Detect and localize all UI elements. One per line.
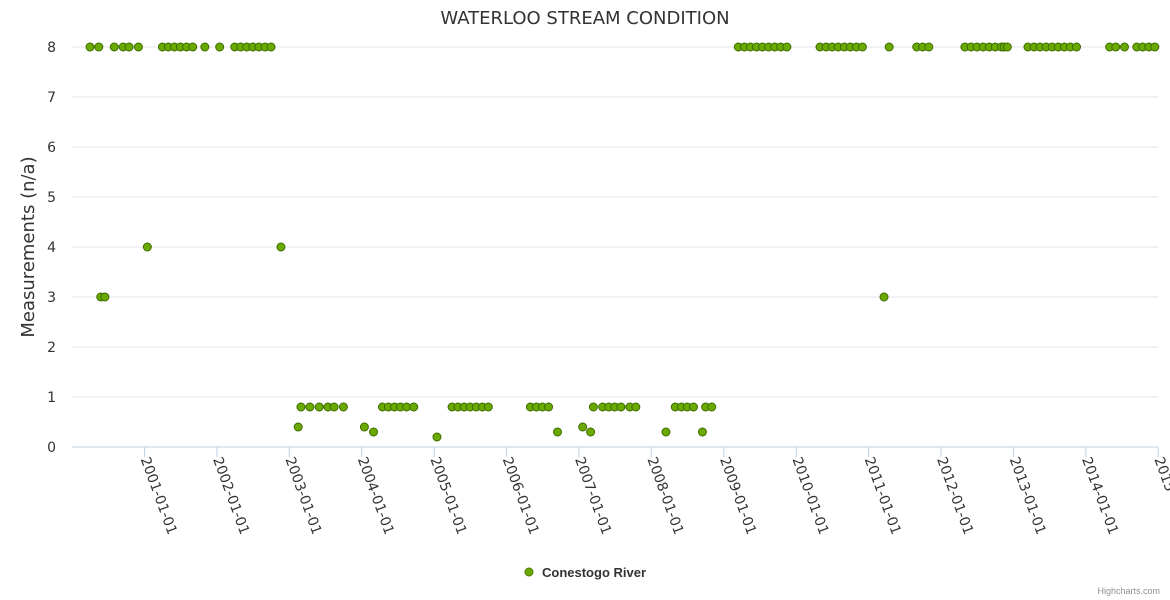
credits-link[interactable]: Highcharts.com <box>1097 586 1160 596</box>
chart-title: WATERLOO STREAM CONDITION <box>440 8 729 29</box>
data-point[interactable] <box>631 402 641 412</box>
y-tick-label: 3 <box>47 290 56 306</box>
data-point[interactable] <box>1119 42 1129 52</box>
x-tick-label: 2013-01-01 <box>1006 455 1049 537</box>
x-tick-label: 2011-01-01 <box>861 455 904 537</box>
data-point[interactable] <box>553 427 563 437</box>
data-point[interactable] <box>276 242 286 252</box>
y-tick-label: 2 <box>47 340 56 356</box>
data-point[interactable] <box>85 42 95 52</box>
x-tick-label: 2007-01-01 <box>571 455 614 537</box>
x-tick-label: 2006-01-01 <box>499 455 542 537</box>
data-point[interactable] <box>94 42 104 52</box>
data-point[interactable] <box>924 42 934 52</box>
data-point[interactable] <box>305 402 315 412</box>
x-tick-label: 2003-01-01 <box>282 455 325 537</box>
data-point[interactable] <box>884 42 894 52</box>
data-point[interactable] <box>616 402 626 412</box>
data-point[interactable] <box>697 427 707 437</box>
legend[interactable]: Conestogo River <box>524 565 646 580</box>
data-point[interactable] <box>1150 42 1160 52</box>
data-point[interactable] <box>409 402 419 412</box>
data-point[interactable] <box>109 42 119 52</box>
series-conestogo-river[interactable] <box>85 42 1160 442</box>
legend-marker[interactable] <box>524 567 534 577</box>
x-axis: 2001-01-01 2002-01-01 2003-01-01 2004-01-01… <box>72 446 1170 537</box>
data-point[interactable] <box>1111 42 1121 52</box>
data-point[interactable] <box>483 402 493 412</box>
y-tick-label: 4 <box>47 240 56 256</box>
y-axis-ticks: 0 1 2 3 4 5 6 7 8 <box>47 40 56 456</box>
data-point[interactable] <box>359 422 369 432</box>
x-tick-label: 2001-01-01 <box>137 455 180 537</box>
x-tick-label: 2008-01-01 <box>644 455 687 537</box>
data-point[interactable] <box>1002 42 1012 52</box>
data-point[interactable] <box>689 402 699 412</box>
data-point[interactable] <box>661 427 671 437</box>
x-tick-label: 2004-01-01 <box>354 455 397 537</box>
y-axis-label: Measurements (n/a) <box>18 156 39 337</box>
data-point[interactable] <box>857 42 867 52</box>
y-tick-label: 0 <box>47 440 56 456</box>
data-point[interactable] <box>338 402 348 412</box>
data-point[interactable] <box>314 402 324 412</box>
x-tick-label: 2002-01-01 <box>209 455 252 537</box>
data-point[interactable] <box>588 402 598 412</box>
y-tick-label: 8 <box>47 40 56 56</box>
x-tick-label: 2010-01-01 <box>788 455 831 537</box>
data-point[interactable] <box>124 42 134 52</box>
y-tick-label: 1 <box>47 390 56 406</box>
x-tick-label: 2012-01-01 <box>933 455 976 537</box>
data-point[interactable] <box>544 402 554 412</box>
data-point[interactable] <box>188 42 198 52</box>
data-point[interactable] <box>293 422 303 432</box>
data-point[interactable] <box>215 42 225 52</box>
y-tick-label: 6 <box>47 140 56 156</box>
legend-item-conestogo-river[interactable]: Conestogo River <box>542 565 646 580</box>
data-point[interactable] <box>329 402 339 412</box>
x-tick-label: 2005-01-01 <box>426 455 469 537</box>
data-point[interactable] <box>142 242 152 252</box>
data-point[interactable] <box>586 427 596 437</box>
y-tick-label: 5 <box>47 190 56 206</box>
data-point[interactable] <box>432 432 442 442</box>
data-point[interactable] <box>879 292 889 302</box>
data-point[interactable] <box>133 42 143 52</box>
data-point[interactable] <box>266 42 276 52</box>
data-point[interactable] <box>200 42 210 52</box>
data-point[interactable] <box>782 42 792 52</box>
data-point[interactable] <box>296 402 306 412</box>
x-tick-label: 2015 <box>1150 455 1170 494</box>
data-point[interactable] <box>707 402 717 412</box>
data-point[interactable] <box>100 292 110 302</box>
data-point[interactable] <box>578 422 588 432</box>
y-tick-label: 7 <box>47 90 56 106</box>
data-point[interactable] <box>1072 42 1082 52</box>
data-point[interactable] <box>369 427 379 437</box>
x-tick-label: 2009-01-01 <box>716 455 759 537</box>
x-tick-label: 2014-01-01 <box>1078 455 1121 537</box>
gridlines <box>72 46 1158 398</box>
